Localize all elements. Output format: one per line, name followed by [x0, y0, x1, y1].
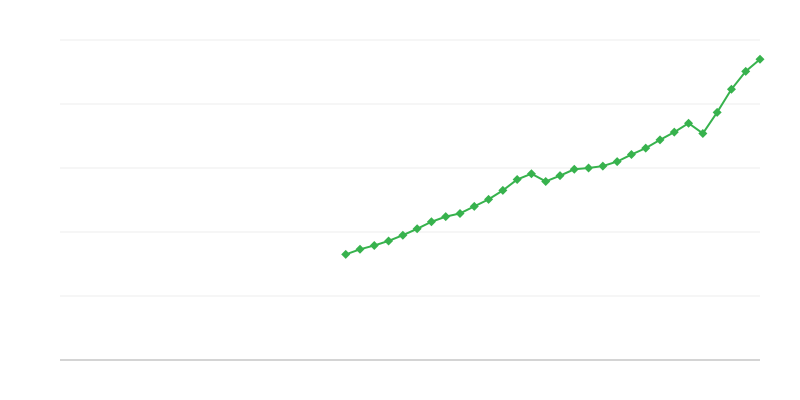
data-point	[469, 201, 479, 211]
data-point	[555, 171, 565, 181]
gridlines	[60, 39, 760, 297]
data-point	[626, 150, 636, 160]
data-point	[741, 66, 751, 76]
data-point	[455, 208, 465, 218]
data-point	[441, 212, 451, 222]
data-point	[726, 84, 736, 94]
data-point	[684, 118, 694, 128]
data-point	[755, 54, 765, 64]
data-point	[598, 161, 608, 171]
data-point	[698, 128, 708, 138]
data-point	[512, 175, 522, 185]
data-point	[541, 176, 551, 186]
data-point	[498, 185, 508, 195]
series-line	[345, 58, 761, 256]
data-point	[412, 224, 422, 234]
data-point	[612, 157, 622, 167]
data-point	[584, 163, 594, 173]
data-point	[669, 127, 679, 137]
data-point	[712, 107, 722, 117]
data-point	[398, 230, 408, 240]
data-point	[369, 240, 379, 250]
data-point	[484, 194, 494, 204]
data-point	[526, 169, 536, 179]
series-group	[341, 54, 765, 259]
data-point	[569, 164, 579, 174]
data-point	[355, 244, 365, 254]
data-point	[341, 249, 351, 259]
data-point	[655, 135, 665, 145]
data-point	[384, 236, 394, 246]
data-point	[641, 143, 651, 153]
data-point	[426, 217, 436, 227]
